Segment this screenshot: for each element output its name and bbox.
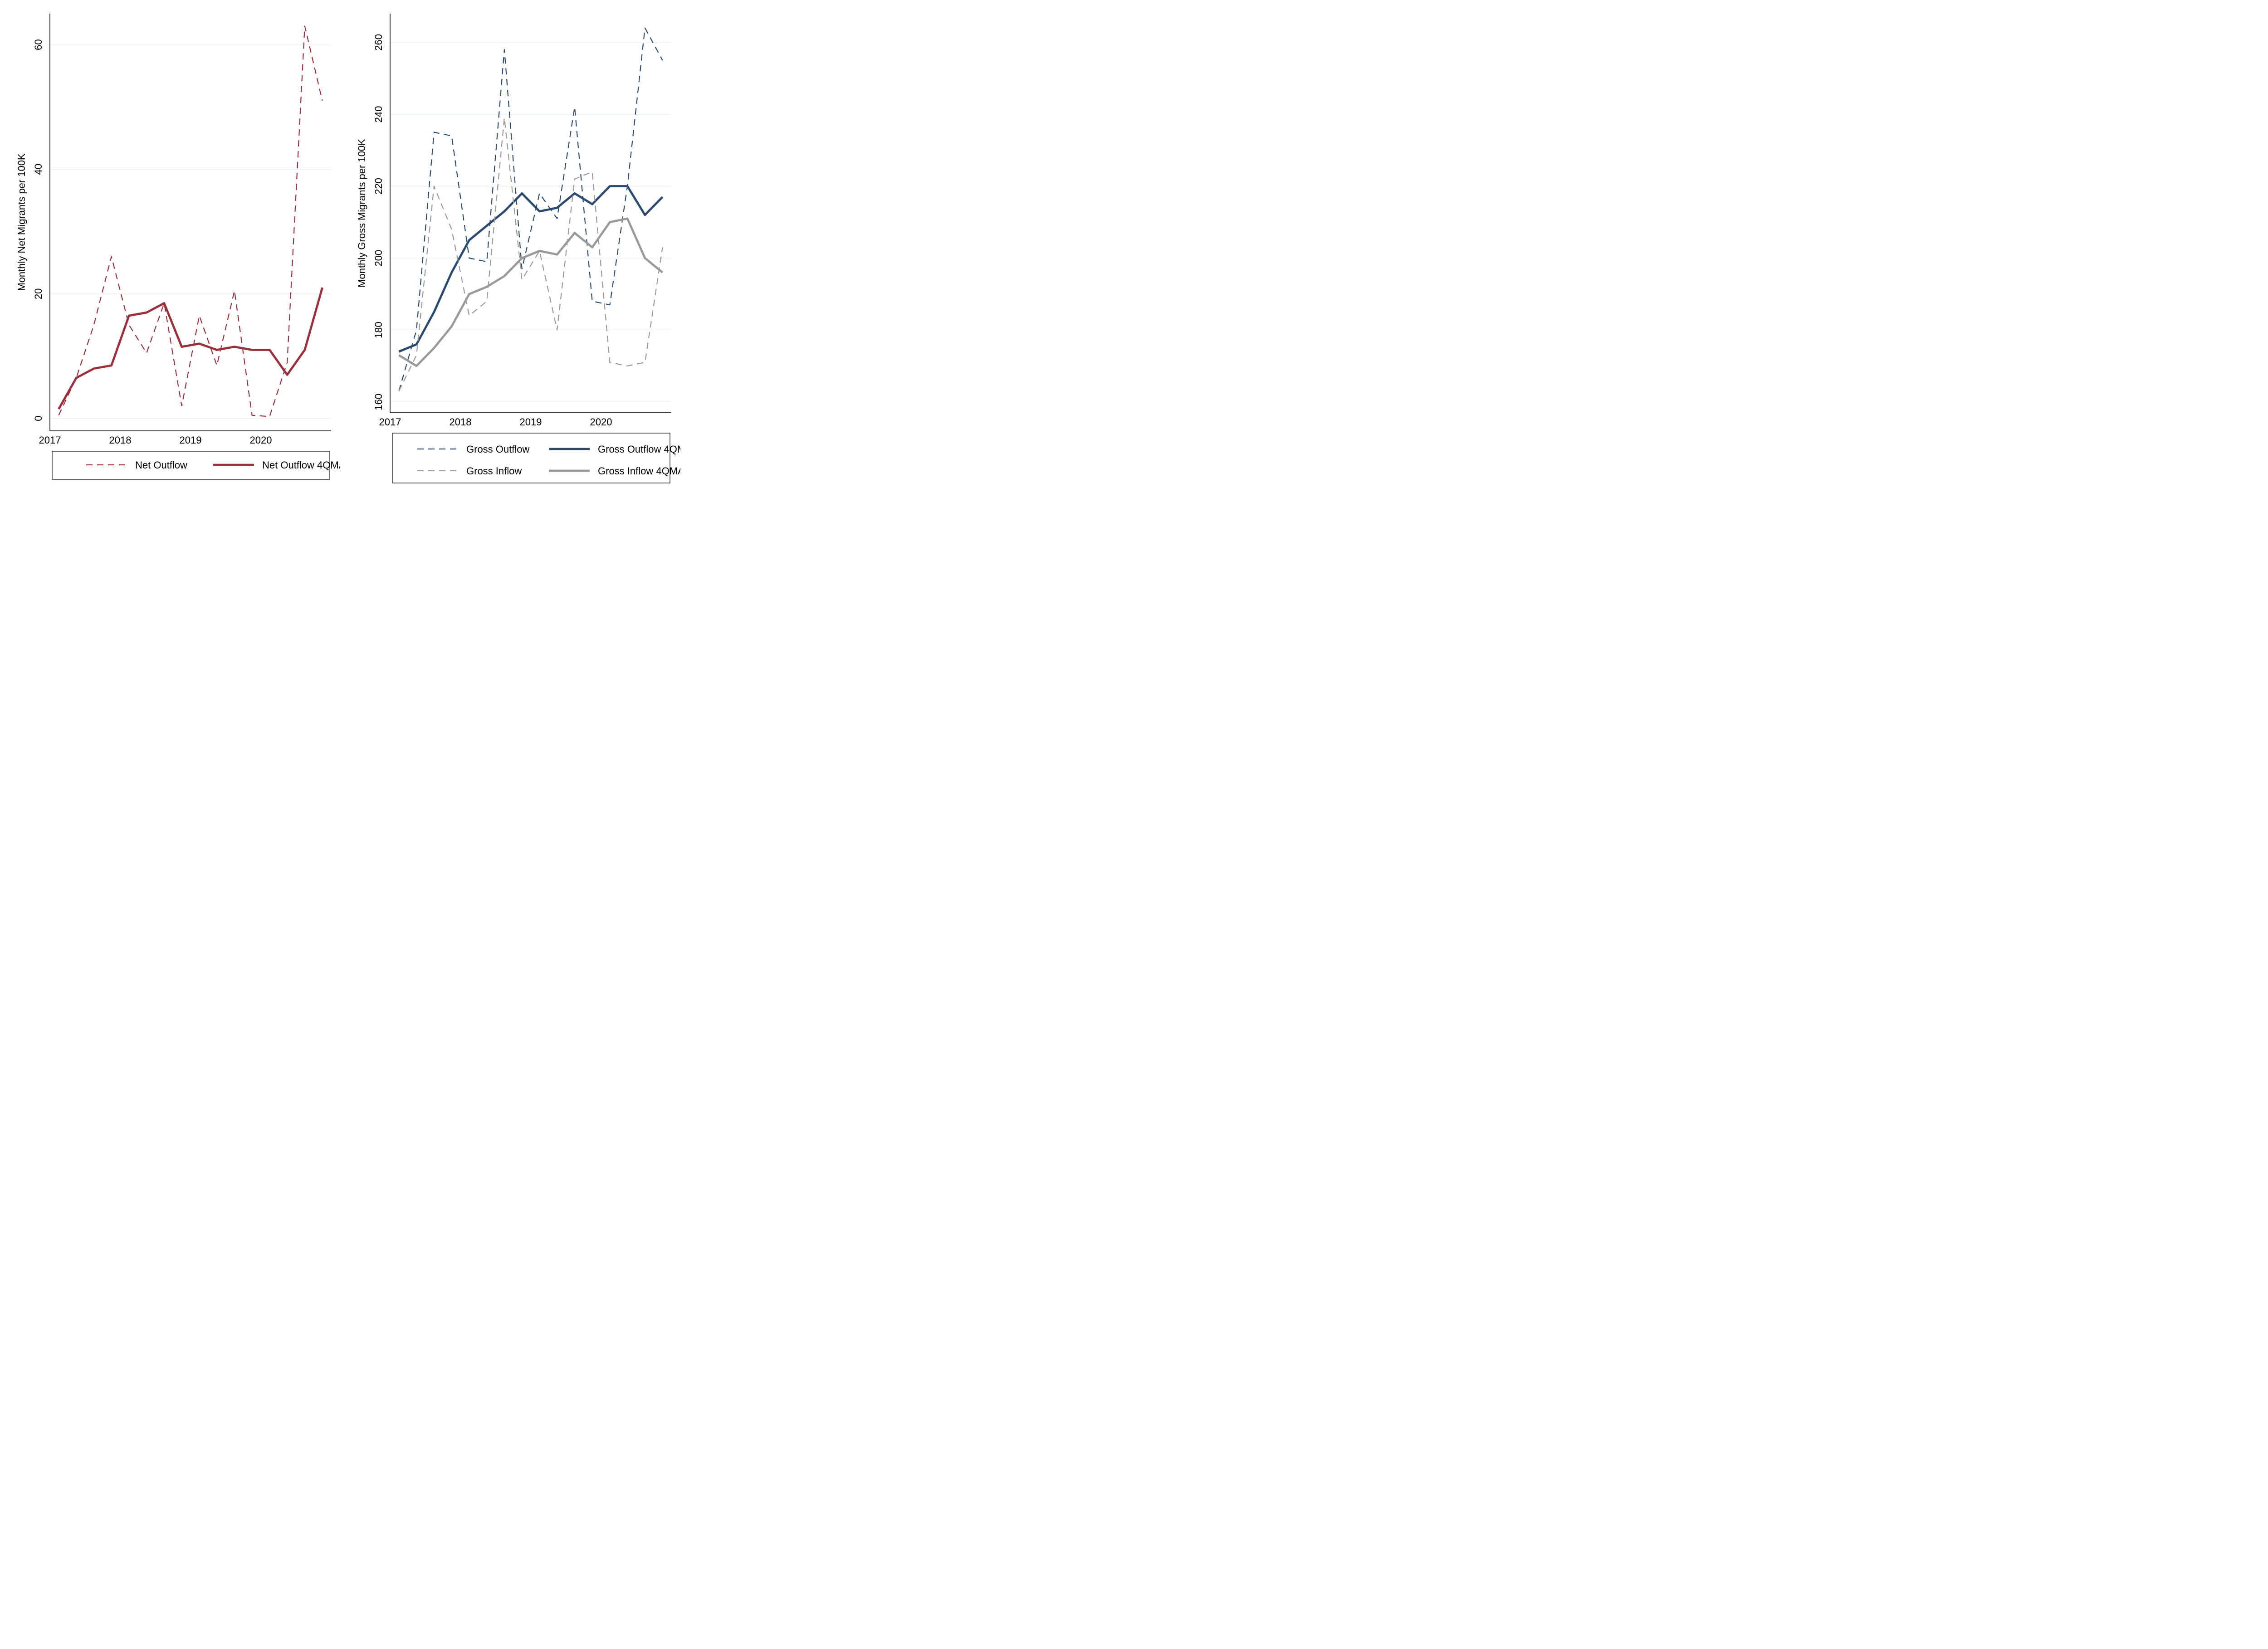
xtick-label: 2017 — [379, 416, 401, 428]
legend-label-net-outflow: Net Outflow — [135, 459, 187, 471]
ytick-label: 20 — [33, 288, 44, 299]
ytick-label: 180 — [373, 322, 384, 338]
legend-label-gross-inflow: Gross Inflow — [466, 465, 522, 477]
ytick-label: 200 — [373, 250, 384, 267]
series-net-outflow — [59, 26, 322, 416]
xtick-label: 2017 — [39, 434, 61, 446]
ytick-label: 220 — [373, 178, 384, 195]
legend-label-net-outflow-4qma: Net Outflow 4QMA — [262, 459, 340, 471]
xtick-label: 2020 — [590, 416, 612, 428]
ytick-label: 160 — [373, 394, 384, 410]
ytick-label: 240 — [373, 106, 384, 123]
figure-container: 2017 2018 2019 2020 0 20 40 60 Monthly Net Migra… — [0, 0, 680, 494]
series-gross-inflow-4qma — [399, 219, 662, 366]
ytick-label: 60 — [33, 39, 44, 50]
legend-label-gross-outflow: Gross Outflow — [466, 444, 529, 455]
series-gross-outflow-4qma — [399, 186, 662, 352]
xtick-label: 2020 — [250, 434, 272, 446]
series-net-outflow-4qma — [59, 288, 322, 409]
legend-label-gross-inflow-4qma: Gross Inflow 4QMA — [598, 465, 680, 477]
ytick-label: 40 — [33, 164, 44, 175]
chart-panel-right: 2017 2018 2019 2020 160 180 200 220 240 260 Monthl… — [340, 0, 680, 494]
xtick-label: 2018 — [109, 434, 132, 446]
xtick-label: 2019 — [520, 416, 542, 428]
series-gross-outflow — [399, 28, 662, 391]
y-axis-label: Monthly Net Migrants per 100K — [16, 153, 27, 291]
ytick-label: 0 — [33, 415, 44, 421]
y-axis-label: Monthly Gross Migrants per 100K — [356, 139, 367, 288]
ytick-label: 260 — [373, 34, 384, 51]
legend-label-gross-outflow-4qma: Gross Outflow 4QMA — [598, 444, 680, 455]
xtick-label: 2019 — [180, 434, 202, 446]
chart-panel-left: 2017 2018 2019 2020 0 20 40 60 Monthly Net Migra… — [0, 0, 340, 494]
xtick-label: 2018 — [450, 416, 472, 428]
